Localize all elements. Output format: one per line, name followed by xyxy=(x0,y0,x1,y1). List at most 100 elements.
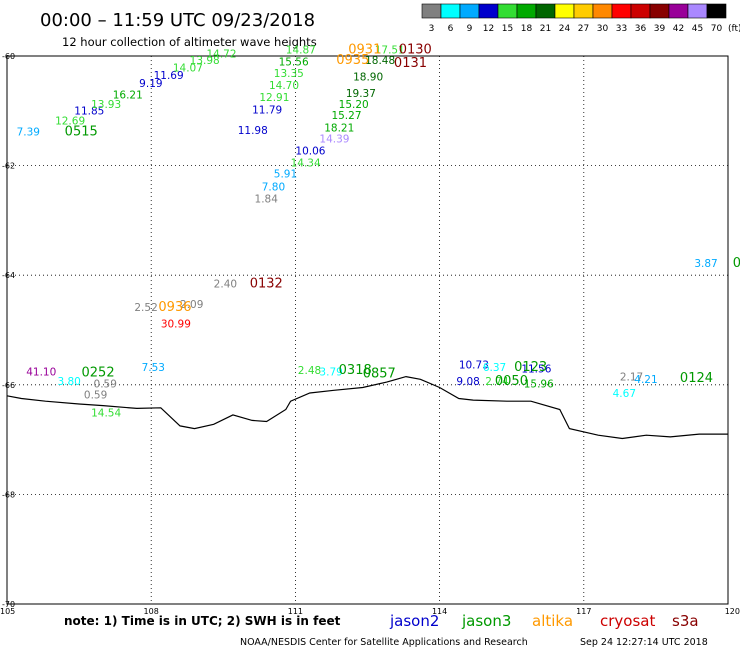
wave-height-label: 16.21 xyxy=(113,90,143,102)
legend-swatch-70 xyxy=(706,3,727,19)
legend-swatch-30 xyxy=(592,3,613,19)
legend-units: (ft) xyxy=(728,24,740,34)
wave-height-label: 41.10 xyxy=(26,366,56,378)
wave-height-label: 4.67 xyxy=(613,388,636,400)
legend-label-3: 3 xyxy=(429,24,435,34)
wave-height-label: 15.96 xyxy=(524,379,554,391)
map-frame: 105 108 111 114 117 120 -60 -62 -64 -66 -68 -70 7.… xyxy=(0,42,740,616)
legend-label-39: 39 xyxy=(654,24,666,34)
lon-tick-label: 105 xyxy=(0,607,15,616)
wave-height-label: 0.59 xyxy=(94,379,117,391)
lon-tick-label: 108 xyxy=(144,607,159,616)
lon-tick-label: 117 xyxy=(576,607,591,616)
lat-tick-label: -64 xyxy=(2,271,15,280)
pass-time-label: 0123 xyxy=(514,360,547,375)
wave-height-label: 9.08 xyxy=(456,376,479,388)
legend-swatch-27 xyxy=(573,3,594,19)
wave-height-label: 14.72 xyxy=(206,49,236,61)
page-title: 00:00 – 11:59 UTC 09/23/2018 xyxy=(40,10,315,31)
wave-height-label: 14.34 xyxy=(291,158,321,170)
wave-height-label: 2.09 xyxy=(180,299,203,311)
legend-label-27: 27 xyxy=(578,24,589,34)
legend-swatch-39 xyxy=(649,3,670,19)
wave-height-label: 14.39 xyxy=(319,134,349,146)
legend-label-18: 18 xyxy=(521,24,533,34)
satellite-jason2: jason2 xyxy=(389,612,439,630)
wave-height-label: 12.69 xyxy=(55,116,85,128)
pass-time-label: 0252 xyxy=(82,366,115,381)
wave-height-label: 5.91 xyxy=(274,169,297,181)
wave-height-label: 14.70 xyxy=(269,80,299,92)
wave-height-label: 2.17 xyxy=(620,371,643,383)
wave-height-label: 9.19 xyxy=(139,78,162,90)
wave-height-label: 2.40 xyxy=(214,278,237,290)
wave-height-label: 3.79 xyxy=(319,366,342,378)
lat-tick-label: -66 xyxy=(2,381,15,390)
legend-label-6: 6 xyxy=(448,24,454,34)
graticule xyxy=(7,56,728,604)
wave-height-label: 11.69 xyxy=(154,70,184,82)
pass-time-label: 0132 xyxy=(250,276,283,291)
wave-height-label: 10.06 xyxy=(295,146,325,158)
wave-height-label: 7.39 xyxy=(17,126,40,138)
legend-label-30: 30 xyxy=(597,24,609,34)
pass-time-label: 0131 xyxy=(394,56,427,71)
legend-label-42: 42 xyxy=(673,24,684,34)
pass-time-label: 025 xyxy=(733,256,740,271)
legend-label-45: 45 xyxy=(692,24,703,34)
legend-swatch-12 xyxy=(478,3,499,19)
wave-height-label: 18.90 xyxy=(353,72,383,84)
legend-label-70: 70 xyxy=(711,24,723,34)
legend-label-33: 33 xyxy=(616,24,627,34)
legend-swatch-15 xyxy=(497,3,518,19)
wave-height-label: 2.52 xyxy=(134,302,157,314)
legend-swatch-9 xyxy=(459,3,480,19)
wave-height-label: 13.93 xyxy=(91,99,121,111)
wave-height-label: 14.07 xyxy=(173,62,203,74)
wave-height-label: 11.98 xyxy=(238,125,268,137)
pass-time-label: 0931 xyxy=(348,42,381,57)
wave-height-label: 7.53 xyxy=(142,362,165,374)
legend-swatch-45 xyxy=(687,3,708,19)
lat-tick-label: -68 xyxy=(2,490,15,499)
satellite-jason3: jason3 xyxy=(461,612,511,630)
wave-height-label: 3.80 xyxy=(57,376,80,388)
wave-height-label: 13.98 xyxy=(190,55,220,67)
wave-height-label: 3.87 xyxy=(694,258,717,270)
wave-height-label: 18.21 xyxy=(324,123,354,135)
legend-label-12: 12 xyxy=(483,24,494,34)
legend-swatch-36 xyxy=(630,3,651,19)
legend-swatch-3 xyxy=(421,3,442,19)
wave-height-label: 14.54 xyxy=(91,408,121,420)
wave-height-label: 15.27 xyxy=(331,110,361,122)
wave-height-label: 4.21 xyxy=(634,374,657,386)
satellite-s3a: s3a xyxy=(672,612,699,630)
wave-height-label: 11.85 xyxy=(74,106,104,118)
legend-label-21: 21 xyxy=(540,24,551,34)
coastline xyxy=(6,375,728,440)
wave-height-label: 30.99 xyxy=(161,318,191,330)
wave-height-label: 13.35 xyxy=(274,68,304,80)
plot-border xyxy=(6,55,729,605)
lat-tick-label: -62 xyxy=(2,162,15,171)
lat-tick-label: -60 xyxy=(2,52,15,61)
wave-height-label: 17.51 xyxy=(375,44,405,56)
pass-time-label: 0935 xyxy=(336,53,369,68)
satellite-altika: altika xyxy=(532,612,573,630)
satellite-cryosat: cryosat xyxy=(600,612,655,630)
pass-time-label: 0050 xyxy=(495,374,528,389)
pass-time-label: 0124 xyxy=(680,371,713,386)
wave-height-label: 11.56 xyxy=(521,364,551,376)
wave-height-label: 19.37 xyxy=(346,88,376,100)
legend-label-36: 36 xyxy=(635,24,647,34)
wave-height-label: 18.48 xyxy=(365,55,395,67)
legend-swatch-24 xyxy=(554,3,575,19)
wave-height-label: 2.74 xyxy=(485,376,509,388)
footer-note: note: 1) Time is in UTC; 2) SWH is in fe… xyxy=(64,614,341,628)
pass-time-label: 0936 xyxy=(158,300,191,315)
pass-time-label: 0130 xyxy=(399,42,432,57)
generated-timestamp: Sep 24 12:27:14 UTC 2018 xyxy=(580,637,708,648)
lon-tick-label: 120 xyxy=(725,607,740,616)
lon-tick-label: 114 xyxy=(432,607,447,616)
